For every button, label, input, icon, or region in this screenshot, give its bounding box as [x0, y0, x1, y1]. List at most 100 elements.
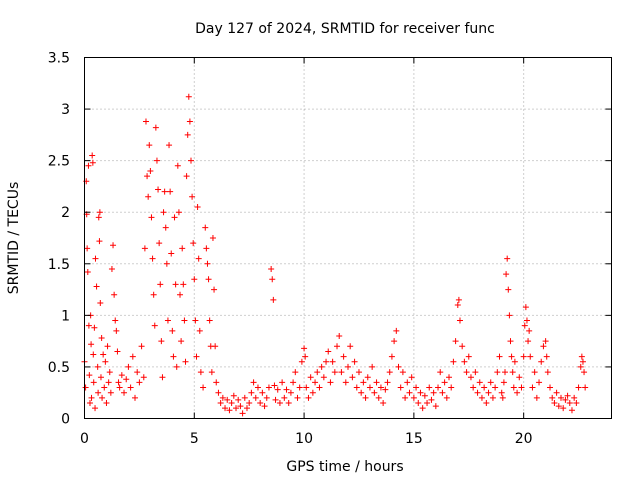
- data-point: [205, 276, 212, 283]
- data-point: [413, 384, 420, 391]
- data-point: [520, 353, 527, 360]
- data-point: [327, 379, 334, 386]
- data-point: [181, 317, 188, 324]
- data-point: [296, 384, 303, 391]
- data-point: [351, 358, 358, 365]
- data-point: [121, 389, 128, 396]
- data-point: [307, 374, 314, 381]
- data-point: [483, 400, 490, 407]
- data-point: [502, 369, 509, 376]
- data-point: [233, 405, 240, 412]
- data-point: [177, 291, 184, 298]
- data-point: [151, 322, 158, 329]
- data-point: [371, 389, 378, 396]
- data-point: [197, 369, 204, 376]
- data-point: [305, 394, 312, 401]
- data-point: [196, 327, 203, 334]
- data-point: [571, 394, 578, 401]
- data-point: [185, 93, 192, 100]
- data-point: [239, 410, 246, 417]
- data-point: [342, 379, 349, 386]
- data-point: [560, 405, 567, 412]
- data-point: [158, 338, 165, 345]
- data-point: [551, 400, 558, 407]
- data-point: [129, 353, 136, 360]
- data-point: [544, 369, 551, 376]
- data-point: [103, 400, 110, 407]
- data-point: [428, 396, 435, 403]
- data-point: [325, 348, 332, 355]
- data-point: [97, 299, 104, 306]
- data-point: [283, 386, 290, 393]
- data-point: [200, 384, 207, 391]
- data-point: [581, 369, 588, 376]
- data-point: [432, 403, 439, 410]
- y-axis-title: SRMTID / TECUs: [6, 182, 22, 295]
- data-point: [478, 394, 485, 401]
- data-point: [153, 157, 160, 164]
- data-point: [85, 322, 92, 329]
- data-point: [202, 224, 209, 231]
- data-point: [88, 394, 95, 401]
- data-point: [382, 386, 389, 393]
- data-point: [100, 351, 107, 358]
- data-point: [175, 209, 182, 216]
- data-point: [179, 245, 186, 252]
- data-point: [203, 245, 210, 252]
- data-point: [408, 374, 415, 381]
- data-point: [496, 353, 503, 360]
- x-tick-label: 10: [295, 431, 313, 447]
- data-point: [309, 389, 316, 396]
- data-point: [134, 369, 141, 376]
- data-point: [92, 405, 99, 412]
- data-point: [89, 152, 96, 159]
- data-point: [115, 379, 122, 386]
- data-point: [323, 358, 330, 365]
- data-point: [94, 363, 101, 370]
- data-point: [316, 384, 323, 391]
- chart-title: Day 127 of 2024, SRMTID for receiver fun…: [195, 21, 495, 37]
- data-point: [485, 389, 492, 396]
- data-point: [142, 118, 149, 125]
- data-point: [206, 317, 213, 324]
- data-point: [578, 353, 585, 360]
- data-point: [331, 369, 338, 376]
- x-tick-labels: 0 5 10 15 20: [80, 431, 533, 447]
- data-point: [168, 250, 175, 257]
- data-point: [555, 403, 562, 410]
- data-point: [547, 384, 554, 391]
- data-point: [380, 400, 387, 407]
- data-point: [577, 363, 584, 370]
- data-point: [155, 186, 162, 193]
- data-point: [510, 384, 517, 391]
- data-point: [217, 400, 224, 407]
- data-point: [106, 369, 113, 376]
- data-point: [336, 332, 343, 339]
- y-tick-label: 3: [61, 102, 70, 118]
- data-point: [187, 157, 194, 164]
- data-point: [88, 341, 95, 348]
- data-point: [85, 162, 92, 169]
- data-point: [384, 379, 391, 386]
- data-point: [160, 209, 167, 216]
- data-point: [84, 269, 91, 276]
- data-point: [101, 384, 108, 391]
- data-point: [366, 384, 373, 391]
- y-tick-label: 1.5: [48, 257, 70, 273]
- data-point: [162, 224, 169, 231]
- data-point: [503, 271, 510, 278]
- x-tick-label: 5: [190, 431, 199, 447]
- data-point: [543, 353, 550, 360]
- data-point: [557, 394, 564, 401]
- data-point: [301, 345, 308, 352]
- data-point: [86, 400, 93, 407]
- data-point: [230, 392, 237, 399]
- data-point: [338, 369, 345, 376]
- data-point: [169, 327, 176, 334]
- data-point: [145, 193, 152, 200]
- data-point: [180, 281, 187, 288]
- data-point: [112, 317, 119, 324]
- data-point: [487, 379, 494, 386]
- data-point: [92, 255, 99, 262]
